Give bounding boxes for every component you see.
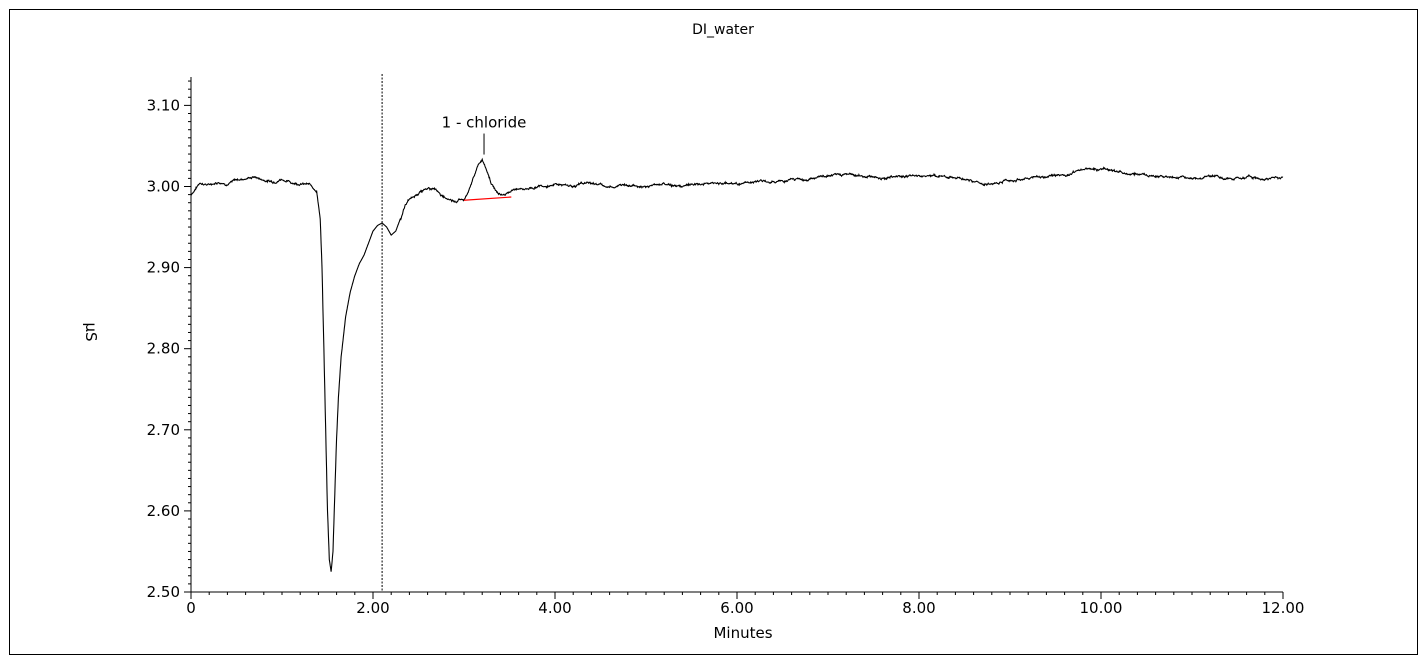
tick-labels: 0 2.00 4.00 6.00 8.00 10.00 12.00 2.50 2.60 2.70 2… [147,96,1305,617]
peak-label: 1 - chloride [442,114,527,132]
x-axis-label: Minutes [713,624,772,642]
x-tick-label: 6.00 [720,599,753,617]
chart-title: DI_water [692,22,754,38]
x-tick-label: 12.00 [1262,599,1305,617]
x-tick-label: 0 [186,599,196,617]
chromatogram-frame: DI_water 0 2.00 4.00 6.00 8.00 10.00 12.00 2.50… [9,9,1418,655]
signal-trace [190,157,1284,572]
y-tick-label: 2.70 [147,421,180,439]
y-tick-label: 2.50 [147,583,180,601]
y-axis-label: µS [82,322,100,341]
y-tick-label: 2.60 [147,502,180,520]
y-tick-label: 2.90 [147,259,180,277]
x-tick-label: 2.00 [356,599,389,617]
y-tick-label: 3.10 [147,96,180,114]
chromatogram-chart: DI_water 0 2.00 4.00 6.00 8.00 10.00 12.00 2.50… [82,22,1305,642]
peak-baseline [463,196,512,201]
x-tick-label: 4.00 [538,599,571,617]
x-tick-label: 8.00 [902,599,935,617]
y-tick-label: 2.80 [147,340,180,358]
x-tick-label: 10.00 [1080,599,1123,617]
peak-annotations: 1 - chloride [442,114,527,201]
tick-marks [184,80,1284,599]
y-tick-label: 3.00 [147,177,180,195]
axes [190,77,1283,593]
